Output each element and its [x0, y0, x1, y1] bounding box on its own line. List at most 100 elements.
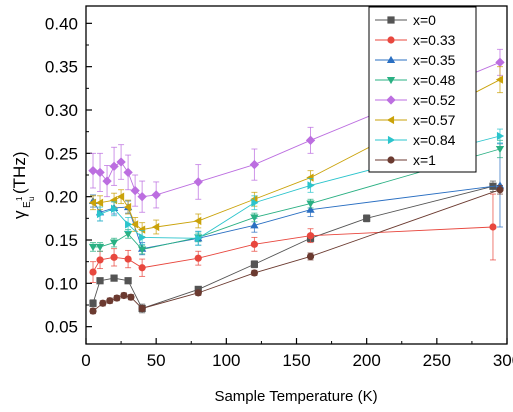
x-tick-label: 50 [147, 351, 166, 370]
axis-ticks [85, 22, 508, 344]
x-axis-title: Sample Temperature (K) [214, 388, 377, 405]
data-point [250, 260, 258, 268]
legend-marker [387, 135, 396, 145]
data-point [363, 214, 371, 222]
data-point [151, 190, 161, 200]
data-point [111, 204, 119, 213]
legend-label: x=0.57 [413, 112, 456, 128]
series-layer [88, 48, 505, 315]
legend: x=0 x=0.33 x=0.35 x=0.48 x=0.52 x=0.57 x=0.84 x… [368, 6, 477, 173]
data-point [306, 173, 314, 182]
data-point [249, 159, 260, 170]
y-axis-title-sub: E [22, 201, 33, 208]
data-point [99, 299, 107, 307]
series-line [99, 135, 501, 239]
data-point [102, 176, 112, 186]
data-point [496, 131, 505, 141]
legend-marker [387, 156, 395, 164]
y-tick-label: 0.10 [45, 274, 78, 293]
data-point [96, 209, 105, 219]
legend-label: x=0.48 [413, 72, 456, 88]
series-x=0 [89, 180, 497, 314]
legend-item: x=1 [375, 152, 436, 168]
data-point [251, 198, 259, 207]
legend-marker [386, 76, 396, 85]
y-tick-label: 0.15 [45, 231, 78, 250]
y-tick-label: 0.30 [45, 101, 78, 120]
data-point [124, 255, 132, 263]
data-point [130, 185, 140, 196]
data-point [495, 145, 505, 154]
series-x=0.33 [89, 193, 497, 283]
data-point [195, 234, 203, 243]
x-tick-label: 0 [81, 351, 90, 370]
data-point [96, 277, 104, 285]
data-point [95, 167, 105, 178]
series-line [92, 185, 494, 310]
data-point [123, 167, 133, 178]
data-point [123, 230, 133, 239]
data-point [88, 243, 98, 252]
data-point [194, 289, 202, 297]
legend-label: x=0.33 [413, 32, 456, 48]
tick-labels: 0 50 100 150 200 250 300 0.05 0.10 0.15 0.20 0.25 0.… [45, 14, 513, 370]
data-point [113, 294, 121, 302]
legend-items: x=0 x=0.33 x=0.35 x=0.48 x=0.52 x=0.57 x=0.84 x… [375, 12, 456, 168]
legend-label: x=0.52 [413, 92, 456, 108]
series-x=0.84 [96, 128, 505, 246]
data-point [96, 256, 104, 264]
data-point [89, 299, 97, 307]
x-tick-label: 150 [282, 351, 310, 370]
y-tick-label: 0.05 [45, 318, 78, 337]
data-point [306, 200, 315, 208]
x-tick-label: 100 [212, 351, 240, 370]
legend-marker [386, 55, 396, 64]
legend-item: x=0.52 [375, 92, 456, 108]
data-point [250, 221, 259, 229]
data-point [106, 297, 114, 305]
legend-label: x=0.84 [413, 132, 456, 148]
data-point [139, 233, 147, 242]
legend-item: x=0.57 [375, 112, 456, 128]
series-x=1 [89, 184, 504, 315]
data-point [495, 181, 505, 189]
data-point [95, 198, 104, 207]
y-axis-title-symbol: γ [10, 210, 29, 219]
data-point [138, 304, 146, 313]
legend-item: x=0.35 [375, 52, 456, 68]
y-axis-title-unit: (THz) [10, 152, 29, 194]
data-point [110, 253, 118, 261]
data-point [109, 195, 118, 205]
data-point [137, 191, 147, 202]
data-point [250, 214, 259, 222]
data-point [306, 232, 315, 240]
data-point [89, 307, 97, 315]
legend-item: x=0.48 [375, 72, 456, 88]
legend-marker [387, 16, 395, 24]
data-point [495, 75, 504, 84]
data-point [125, 220, 133, 229]
data-point [152, 222, 160, 232]
data-point [137, 225, 146, 234]
series-x=0.52 [88, 48, 505, 213]
legend-item: x=0.84 [375, 132, 456, 148]
legend-box [368, 6, 477, 173]
data-point [307, 181, 315, 190]
data-point [130, 220, 139, 229]
legend-marker [386, 95, 396, 105]
data-point [306, 252, 315, 261]
data-point [116, 192, 125, 201]
y-tick-label: 0.40 [45, 14, 78, 33]
legend-marker [387, 36, 395, 44]
data-point [89, 268, 97, 276]
data-point [306, 205, 315, 213]
x-tick-label: 200 [352, 351, 380, 370]
data-point [138, 264, 146, 272]
y-axis-title-sup: 1 [15, 196, 24, 201]
data-point [305, 135, 316, 146]
legend-item: x=0.33 [375, 32, 456, 48]
y-axis-title: γ E 1 u (THz) [10, 152, 36, 219]
data-point [194, 216, 202, 226]
data-point [250, 269, 258, 277]
series-line [92, 226, 493, 273]
